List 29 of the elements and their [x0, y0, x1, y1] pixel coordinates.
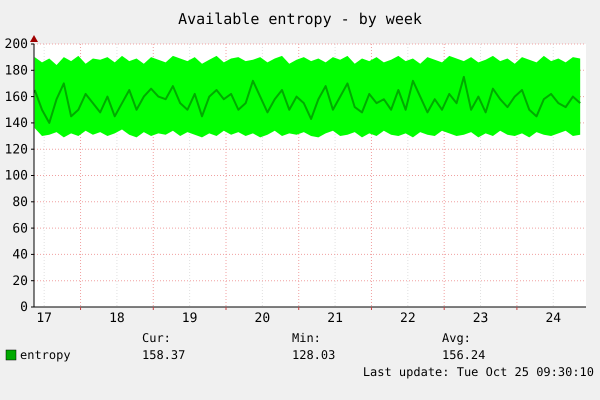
text: Cur: [142, 331, 171, 345]
x-tick-label: 20 [254, 311, 270, 326]
y-tick-label: 100 [4, 168, 28, 184]
x-tick-label: 23 [472, 311, 488, 326]
x-tick-label: 21 [327, 311, 343, 326]
y-tick-label: 120 [4, 142, 28, 158]
y-tick-label: 160 [4, 90, 28, 105]
y-tick-label: 180 [4, 63, 28, 78]
chart-title: Available entropy - by week [178, 10, 422, 28]
legend-label: entropy [20, 348, 71, 362]
x-tick-label: 17 [36, 311, 52, 326]
text: Min: [292, 331, 321, 345]
x-tick-label: 24 [545, 311, 562, 326]
text: 156.24 [442, 348, 486, 362]
y-tick-label: 200 [4, 37, 28, 52]
text: Avg: [442, 331, 471, 345]
text: Last update: Tue Oct 25 09:30:10 [362, 365, 594, 379]
y-tick-label: 40 [12, 248, 28, 263]
text: 158.37 [142, 348, 186, 362]
y-tick-label: 0 [20, 300, 28, 316]
y-tick-label: 60 [12, 221, 28, 236]
y-tick-label: 20 [12, 274, 28, 289]
x-tick-label: 18 [109, 311, 125, 326]
y-tick-label: 80 [12, 194, 28, 210]
line-series [34, 76, 582, 124]
x-tick-label: 22 [400, 311, 416, 326]
text: 128.03 [292, 348, 336, 362]
x-tick-label: 19 [182, 311, 198, 326]
y-tick-label: 140 [4, 116, 28, 132]
